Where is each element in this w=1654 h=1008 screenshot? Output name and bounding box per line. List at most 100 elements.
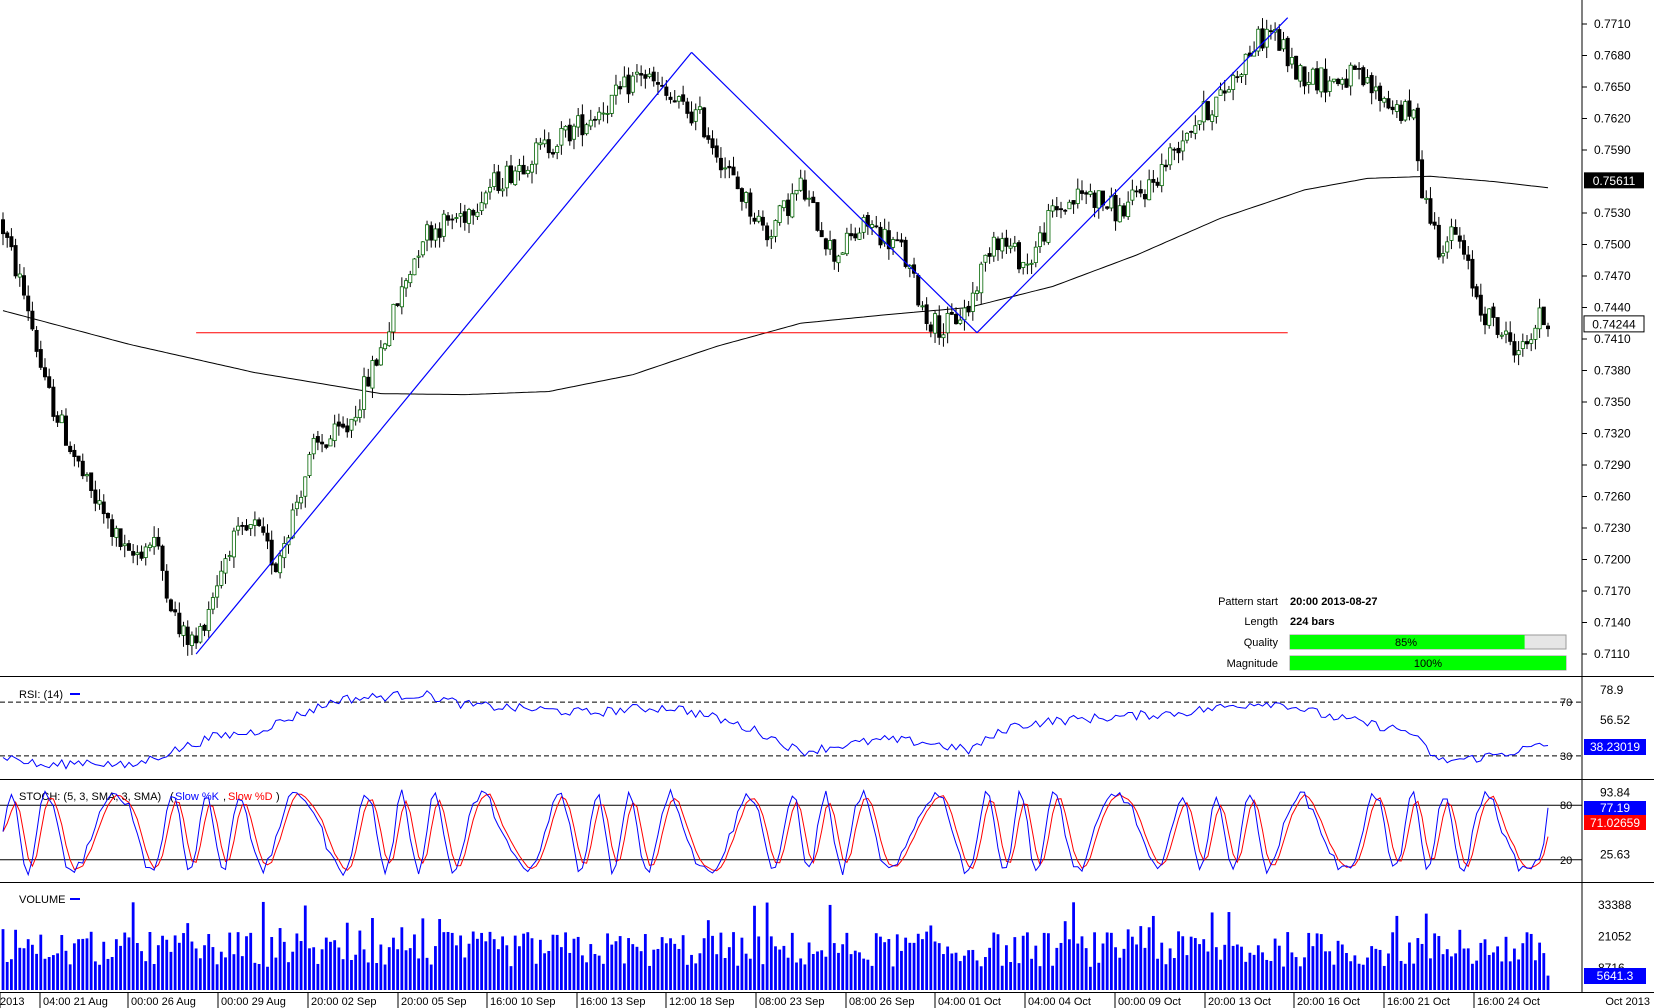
candle-body: [114, 527, 119, 538]
candle-body: [391, 303, 396, 333]
candle-body: [1226, 89, 1231, 93]
volume-axis-label: 21052: [1598, 929, 1632, 943]
candle-body: [1491, 306, 1496, 318]
candle: [118, 528, 123, 551]
candle-body: [320, 441, 325, 445]
volume-bar: [992, 932, 996, 990]
candle-body: [357, 409, 362, 418]
volume-bar: [1097, 962, 1101, 990]
candle: [34, 326, 39, 358]
candle-body: [1495, 317, 1500, 335]
candle-body: [1512, 341, 1517, 356]
candle-body: [975, 290, 980, 294]
volume-bar: [698, 953, 702, 990]
candle-body: [93, 489, 98, 504]
candle-body: [1504, 330, 1509, 335]
quality-bar-fill: [1290, 635, 1525, 649]
volume-bar: [1109, 932, 1113, 990]
candle: [966, 300, 971, 317]
volume-bar: [1026, 932, 1029, 990]
candle: [949, 303, 954, 316]
volume-bar: [1172, 958, 1176, 990]
candle: [236, 517, 241, 536]
candle: [693, 103, 698, 131]
candle-body: [1075, 188, 1080, 204]
candle: [1470, 250, 1475, 297]
volume-bar: [287, 962, 290, 990]
volume-bar: [291, 951, 295, 990]
candle: [483, 190, 488, 209]
candle: [55, 411, 60, 427]
candle: [987, 247, 992, 264]
volume-bar: [140, 951, 143, 990]
volume-bar: [555, 934, 559, 990]
volume-bar: [383, 964, 387, 990]
volume-bar: [748, 958, 752, 990]
candle-body: [622, 76, 627, 88]
volume-bar: [866, 959, 870, 990]
volume-bar: [1282, 966, 1285, 990]
volume-bar: [1492, 952, 1495, 990]
volume-bar: [929, 925, 933, 990]
candle-body: [168, 599, 173, 612]
candlesticks: [0, 18, 1551, 656]
volume-bar: [1471, 963, 1474, 990]
volume-bar: [845, 932, 849, 990]
candle-body: [1546, 325, 1551, 330]
candle-body: [47, 376, 52, 388]
volume-bar: [954, 952, 958, 990]
candle-body: [1121, 205, 1126, 217]
candle-body: [1008, 245, 1013, 249]
volume-bar: [1261, 952, 1264, 990]
candle-body: [425, 224, 430, 241]
magnitude-value: 100%: [1414, 658, 1442, 670]
volume-bar: [740, 937, 744, 990]
candle-body: [811, 196, 816, 204]
stoch-pane[interactable]: STOCH: (5, 3, SMA, 3, SMA) ( Slow %K , S…: [0, 786, 1646, 877]
volume-bar: [853, 950, 857, 990]
candle-body: [588, 119, 593, 127]
time-tick-label: 04:00 01 Oct: [938, 996, 1001, 1008]
time-tick-label: 20:00 02 Sep: [311, 996, 376, 1008]
candle: [618, 81, 623, 95]
volume-bar: [480, 932, 484, 990]
candle: [1201, 90, 1206, 131]
candle: [765, 222, 770, 247]
candle: [1420, 150, 1425, 199]
price-pane[interactable]: [0, 0, 1582, 676]
rsi-pane[interactable]: RSI: (14) 70 30 78.956.5234.11 38.23019: [0, 683, 1646, 770]
volume-bar: [841, 944, 845, 990]
candle-body: [714, 145, 719, 158]
candle: [366, 368, 371, 387]
candle-body: [513, 170, 518, 186]
candle-body: [1445, 241, 1450, 253]
rsi-value: 38.23019: [1590, 740, 1640, 754]
candle: [546, 132, 551, 159]
candle-body: [1017, 242, 1022, 270]
candle: [231, 527, 236, 568]
candle: [555, 144, 560, 160]
candle: [1012, 235, 1017, 252]
candle: [1063, 208, 1068, 215]
candle: [1357, 62, 1362, 80]
volume-bar: [236, 932, 240, 990]
candle-body: [1189, 131, 1194, 133]
candle-body: [177, 612, 182, 635]
volume-bar: [1311, 946, 1315, 990]
stoch-level-80-label: 80: [1560, 800, 1572, 812]
volume-bar: [862, 958, 866, 990]
candle-body: [55, 415, 60, 423]
time-axis: 2013 04:00 21 Aug 00:00 26 Aug 00:00 29 Aug…: [0, 992, 1540, 1008]
candle: [139, 545, 144, 561]
candle-body: [832, 239, 837, 262]
volume-bar: [543, 953, 546, 990]
current-price-value: 0.75611: [1593, 174, 1636, 188]
volume-bar: [971, 949, 975, 990]
candle-body: [1365, 77, 1370, 84]
price-tick-label: 0.7110: [1594, 647, 1630, 661]
volume-bar: [769, 936, 773, 990]
candle-body: [215, 585, 220, 598]
candle-body: [853, 233, 858, 239]
